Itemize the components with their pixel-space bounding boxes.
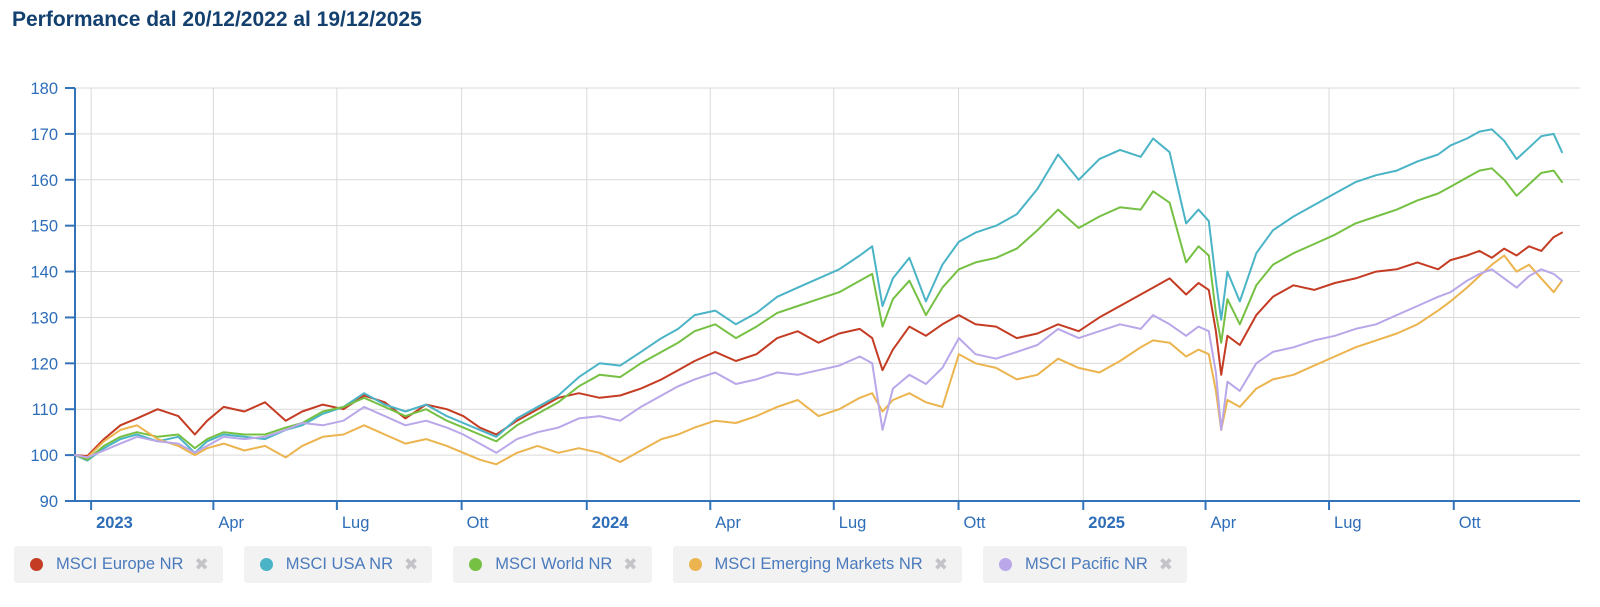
y-tick-label: 90 (40, 493, 58, 511)
x-tick-label: Lug (342, 514, 370, 532)
x-tick-label: Lug (1334, 514, 1362, 532)
series-line-msci-usa-nr (74, 128, 1563, 462)
legend-item-msci-pacific-nr[interactable]: MSCI Pacific NR ✖ (982, 546, 1188, 583)
legend-item-label: MSCI Pacific NR (1024, 555, 1148, 573)
chart-title: Performance dal 20/12/2022 al 19/12/2025 (12, 8, 422, 31)
x-tick-label: Ott (964, 514, 986, 532)
legend-item-msci-emerging-markets-nr[interactable]: MSCI Emerging Markets NR ✖ (672, 546, 962, 583)
remove-series-icon[interactable]: ✖ (623, 555, 638, 574)
y-tick-label: 120 (30, 355, 58, 373)
legend-item-msci-world-nr[interactable]: MSCI World NR ✖ (453, 546, 652, 583)
y-tick-label: 150 (30, 218, 58, 236)
x-tick-label: Apr (715, 514, 741, 532)
y-tick-label: 130 (30, 309, 58, 327)
legend-color-dot (30, 558, 43, 571)
series-line-msci-europe-nr (74, 231, 1563, 457)
remove-series-icon[interactable]: ✖ (404, 555, 419, 574)
y-tick-label: 160 (30, 172, 58, 190)
series-line-msci-emerging-markets-nr (74, 254, 1563, 466)
x-tick-label: 2025 (1088, 514, 1125, 532)
x-tick-label: Apr (1211, 514, 1237, 532)
y-tick-label: 110 (32, 401, 58, 419)
legend-item-msci-europe-nr[interactable]: MSCI Europe NR ✖ (14, 546, 223, 583)
legend-color-dot (469, 558, 483, 571)
series-line-msci-world-nr (74, 167, 1563, 461)
remove-series-icon[interactable]: ✖ (1158, 555, 1174, 574)
legend-color-dot (998, 558, 1012, 571)
y-tick-label: 140 (30, 264, 58, 282)
remove-series-icon[interactable]: ✖ (933, 555, 948, 574)
chart-legend: MSCI Europe NR ✖ MSCI USA NR ✖ MSCI World NR… (14, 546, 1188, 583)
y-tick-label: 100 (30, 447, 58, 465)
x-tick-label: Ott (467, 514, 489, 532)
x-tick-label: 2023 (96, 514, 133, 532)
legend-item-msci-usa-nr[interactable]: MSCI USA NR ✖ (243, 546, 433, 583)
x-tick-label: Lug (839, 514, 867, 532)
y-tick-label: 180 (30, 80, 58, 98)
legend-color-dot (688, 558, 702, 571)
x-tick-label: 2024 (592, 514, 630, 532)
series-line-msci-pacific-nr (74, 268, 1563, 459)
legend-item-label: MSCI Europe NR (56, 555, 184, 573)
legend-item-label: MSCI USA NR (285, 555, 393, 573)
remove-series-icon[interactable]: ✖ (194, 555, 209, 574)
y-tick-label: 170 (30, 126, 58, 144)
legend-item-label: MSCI Emerging Markets NR (714, 555, 923, 573)
legend-item-label: MSCI World NR (495, 555, 613, 573)
legend-color-dot (259, 558, 273, 571)
x-tick-label: Ott (1459, 514, 1481, 532)
x-tick-label: Apr (218, 514, 244, 532)
